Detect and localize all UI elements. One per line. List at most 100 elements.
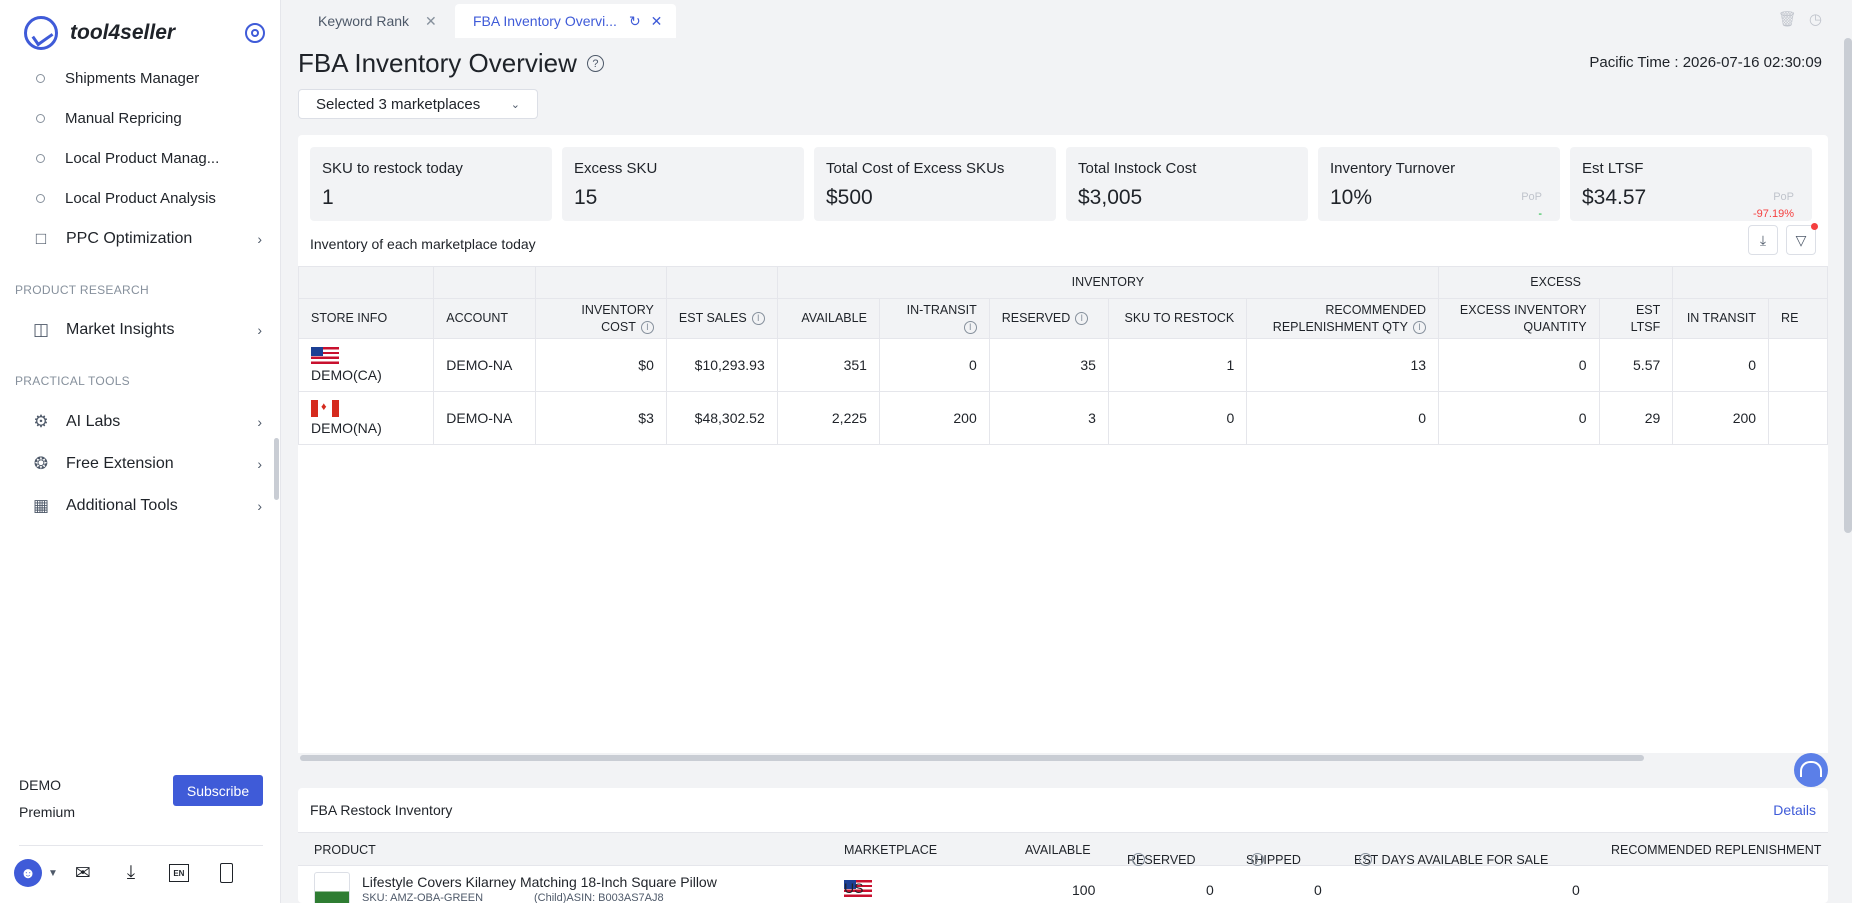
chevron-down-icon: ⌄ — [510, 98, 520, 111]
info-icon[interactable]: i — [1251, 853, 1264, 866]
card-sku-to-restock[interactable]: SKU to restock today 1 — [310, 147, 552, 221]
sidebar-item-label: PPC Optimization — [66, 230, 193, 247]
restock-table-header: PRODUCT MARKETPLACE AVAILABLE RESERVED i … — [298, 832, 1828, 867]
chevron-right-icon: › — [257, 414, 262, 430]
card-total-cost-excess[interactable]: Total Cost of Excess SKUs $500 — [814, 147, 1056, 221]
details-link[interactable]: Details — [1773, 802, 1816, 818]
table-row[interactable]: DEMO(CA) DEMO-NA $0 $10,293.93 351 0 35 … — [298, 338, 1828, 392]
refresh-icon[interactable]: ↻ — [628, 12, 641, 29]
available-cell: 2,225 — [776, 391, 880, 445]
sidebar-item-additional-tools[interactable]: ▦ Additional Tools › — [30, 493, 262, 519]
column-header-account[interactable]: ACCOUNT — [433, 298, 537, 339]
summary-cards: SKU to restock today 1 Excess SKU 15 Tot… — [310, 147, 1812, 221]
sidebar-scrollbar[interactable] — [274, 438, 279, 500]
card-inventory-turnover[interactable]: Inventory Turnover 10% PoP - — [1318, 147, 1560, 221]
info-icon[interactable]: i — [1075, 312, 1089, 326]
column-header-est-sales[interactable]: EST SALES i — [665, 298, 778, 339]
column-header-available[interactable]: AVAILABLE — [776, 298, 880, 339]
account-name: DEMO — [19, 777, 61, 793]
logo[interactable]: tool4seller — [24, 16, 175, 50]
tab-keyword-rank[interactable]: Keyword Rank ✕ — [282, 4, 451, 38]
column-header-recommended-qty[interactable]: RECOMMENDED REPLENISHMENT QTY i — [1246, 298, 1440, 339]
sidebar-item-shipments-manager[interactable]: Shipments Manager — [36, 68, 199, 88]
marketplace-label: US — [844, 880, 864, 896]
product-image[interactable] — [314, 872, 350, 903]
column-header-recommended[interactable]: RECOMMENDED REPLENISHMENT — [1611, 843, 1822, 857]
section-label-product-research: PRODUCT RESEARCH — [15, 283, 149, 297]
help-icon[interactable]: ? — [586, 55, 604, 72]
column-header-marketplace[interactable]: MARKETPLACE — [844, 843, 938, 857]
sidebar-item-free-extension[interactable]: ❂ Free Extension › — [30, 451, 262, 477]
clock-icon[interactable]: ◷ — [1808, 11, 1822, 28]
column-header-excess-qty[interactable]: EXCESS INVENTORY QUANTITY — [1438, 298, 1600, 339]
product-name[interactable]: Lifestyle Covers Kilarney Matching 18-In… — [362, 874, 717, 890]
column-header-reserved[interactable]: RESERVED i — [988, 298, 1109, 339]
tab-label: FBA Inventory Overvi... — [473, 13, 617, 29]
info-icon[interactable]: i — [963, 320, 977, 334]
info-icon[interactable]: i — [751, 312, 765, 326]
download-icon[interactable]: ⤓ — [126, 862, 136, 883]
scrollbar-thumb[interactable] — [300, 755, 1644, 761]
bag-icon: ◫ — [32, 320, 50, 339]
card-label: Total Instock Cost — [1078, 160, 1197, 177]
sidebar-item-local-product-manager[interactable]: Local Product Manag... — [36, 148, 219, 168]
card-excess-sku[interactable]: Excess SKU 15 — [562, 147, 804, 221]
column-header-in-transit[interactable]: IN-TRANSIT i — [878, 298, 990, 339]
marketplace-select[interactable]: Selected 3 marketplaces ⌄ — [298, 89, 538, 119]
tab-fba-inventory-overview[interactable]: FBA Inventory Overvi... ↻ ✕ — [455, 4, 677, 38]
chevron-right-icon: › — [257, 498, 262, 514]
subscribe-button[interactable]: Subscribe — [173, 775, 263, 806]
grid-icon: ▦ — [32, 496, 50, 515]
column-header-available[interactable]: AVAILABLE — [1025, 843, 1091, 857]
column-header-store-info[interactable]: STORE INFO — [298, 298, 435, 339]
sidebar-item-manual-repricing[interactable]: Manual Repricing — [36, 108, 182, 128]
in-transit-cell: 0 — [878, 338, 990, 392]
info-icon[interactable]: i — [1413, 320, 1427, 334]
table-row[interactable]: Lifestyle Covers Kilarney Matching 18-In… — [298, 866, 1828, 903]
sidebar-item-market-insights[interactable]: ◫ Market Insights › — [30, 317, 262, 343]
sidebar-item-ai-labs[interactable]: ⚙ AI Labs › — [30, 409, 262, 435]
info-icon[interactable]: i — [1132, 853, 1145, 866]
close-icon[interactable]: ✕ — [425, 12, 437, 29]
pop-label: PoP — [1521, 191, 1542, 203]
re-cell — [1768, 391, 1828, 445]
horizontal-scrollbar[interactable] — [298, 753, 1828, 763]
inventory-subtitle: Inventory of each marketplace today — [310, 236, 536, 252]
column-header-in-transit-2[interactable]: IN TRANSIT — [1672, 298, 1770, 339]
card-value: $34.57 — [1582, 186, 1647, 209]
chevron-down-icon[interactable]: ▼ — [48, 867, 58, 879]
trash-icon[interactable]: 🗑 — [1777, 11, 1797, 28]
main-scrollbar[interactable] — [1844, 38, 1852, 533]
sidebar-item-label: Shipments Manager — [65, 69, 200, 87]
info-icon[interactable]: i — [640, 320, 654, 334]
avatar[interactable]: ☻ — [14, 859, 42, 887]
ca-flag-icon — [311, 400, 339, 417]
gear-icon[interactable] — [245, 23, 265, 43]
column-header-product[interactable]: PRODUCT — [314, 843, 376, 857]
table-row[interactable]: DEMO(NA) DEMO-NA $3 $48,302.52 2,225 200… — [298, 391, 1828, 445]
mail-icon[interactable]: ✉ — [74, 862, 91, 884]
column-header-est-ltsf[interactable]: EST LTSF — [1598, 298, 1674, 339]
card-est-ltsf[interactable]: Est LTSF $34.57 PoP -97.19% — [1570, 147, 1812, 221]
store-name: DEMO(CA) — [311, 367, 382, 383]
card-label: Est LTSF — [1582, 160, 1644, 177]
est-sales-cell: $48,302.52 — [665, 391, 778, 445]
section-label-practical-tools: PRACTICAL TOOLS — [15, 374, 130, 388]
column-header-re[interactable]: RE — [1768, 298, 1828, 339]
notification-dot — [1811, 223, 1818, 230]
language-button[interactable]: EN — [166, 860, 192, 886]
info-icon[interactable]: i — [1359, 853, 1372, 866]
support-headset-icon[interactable] — [1794, 753, 1828, 787]
card-label: Total Cost of Excess SKUs — [826, 160, 1005, 177]
sidebar-item-ppc-optimization[interactable]: □ PPC Optimization › — [30, 226, 262, 252]
mobile-icon[interactable] — [214, 860, 240, 886]
card-value: $500 — [826, 186, 873, 209]
sidebar-item-local-product-analysis[interactable]: Local Product Analysis — [36, 188, 216, 208]
column-header-sku-to-restock[interactable]: SKU TO RESTOCK — [1107, 298, 1248, 339]
column-header-inventory-cost[interactable]: INVENTORY COST i — [535, 298, 667, 339]
close-icon[interactable]: ✕ — [650, 12, 663, 29]
card-total-instock-cost[interactable]: Total Instock Cost $3,005 — [1066, 147, 1308, 221]
filter-button[interactable]: ▽ — [1786, 223, 1818, 255]
card-value: 10% — [1330, 186, 1373, 209]
download-button[interactable]: ⤓ — [1748, 225, 1778, 255]
